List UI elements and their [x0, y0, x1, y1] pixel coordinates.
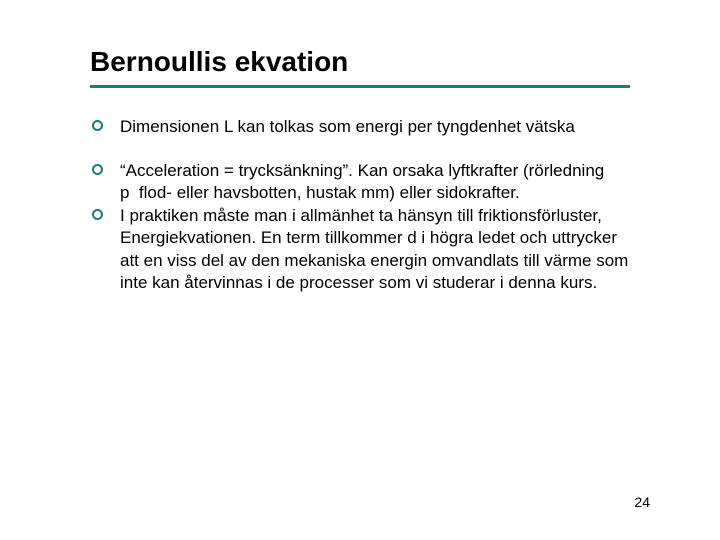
- bullet-item: I praktiken måste man i allmänhet ta hän…: [90, 205, 630, 295]
- slide-title: Bernoullis ekvation: [90, 45, 630, 79]
- bullet-item: Dimensionen L kan tolkas som energi per …: [90, 116, 630, 138]
- bullet-list: Dimensionen L kan tolkas som energi per …: [90, 116, 630, 295]
- bullet-text: Dimensionen L kan tolkas som energi per …: [120, 117, 575, 136]
- bullet-text: I praktiken måste man i allmänhet ta hän…: [120, 206, 628, 292]
- bullet-item: “Acceleration = trycksänkning”. Kan orsa…: [90, 160, 630, 205]
- slide-body: Dimensionen L kan tolkas som energi per …: [90, 116, 630, 295]
- title-underline: [90, 85, 630, 88]
- page-number: 24: [634, 494, 650, 510]
- slide: Bernoullis ekvation Dimensionen L kan to…: [0, 0, 720, 540]
- bullet-text: “Acceleration = trycksänkning”. Kan orsa…: [120, 161, 604, 202]
